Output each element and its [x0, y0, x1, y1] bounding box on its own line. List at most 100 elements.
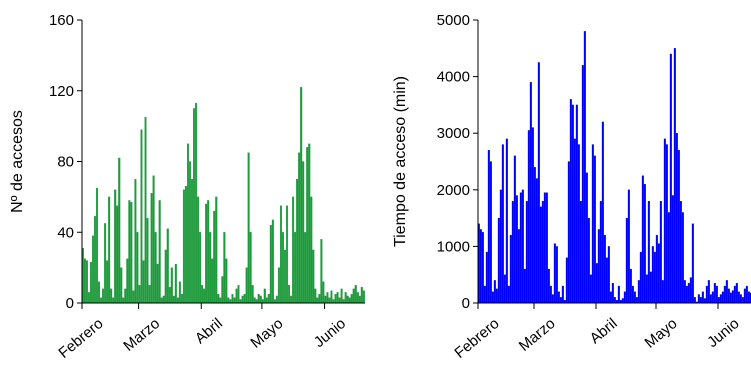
bar — [659, 200, 662, 304]
bar — [599, 200, 602, 304]
bar — [561, 285, 564, 304]
bar — [635, 297, 638, 304]
bar — [681, 212, 684, 304]
x-tick-label: Abril — [192, 315, 226, 347]
bar — [703, 298, 706, 304]
bar — [509, 234, 512, 304]
bar — [286, 205, 289, 304]
bar — [158, 200, 161, 304]
bar — [168, 286, 171, 304]
bar — [166, 228, 169, 304]
bar — [186, 143, 189, 304]
bar — [89, 262, 92, 304]
bar — [124, 288, 127, 304]
bar — [221, 276, 224, 304]
bar — [283, 249, 287, 304]
bar — [673, 48, 676, 304]
bar — [491, 291, 494, 304]
y-axis-label: Nº de accesos — [9, 110, 26, 213]
bar — [687, 283, 690, 304]
bar — [585, 172, 588, 304]
bar — [513, 155, 516, 304]
bar — [529, 82, 532, 304]
bar — [217, 294, 220, 304]
bar — [651, 246, 654, 304]
bar — [511, 200, 514, 304]
bar — [547, 268, 550, 304]
bar — [193, 108, 196, 304]
bar — [597, 229, 600, 304]
bar — [346, 295, 349, 304]
y-tick-label: 0 — [66, 295, 74, 312]
bar — [603, 234, 606, 304]
bar — [304, 232, 307, 304]
bar — [83, 258, 86, 304]
bar — [241, 295, 244, 304]
bar — [110, 288, 113, 304]
bar — [607, 246, 610, 304]
bar — [156, 263, 159, 304]
bar — [601, 121, 604, 304]
bar — [348, 297, 351, 304]
bar — [128, 200, 131, 304]
bar — [253, 297, 256, 304]
bar — [521, 189, 524, 304]
x-tick-label: Marzo — [516, 315, 559, 355]
bar — [184, 186, 187, 304]
bar — [108, 196, 111, 304]
x-tick-label: Febrero — [55, 315, 106, 362]
bar — [130, 202, 133, 304]
bar — [362, 290, 365, 304]
bar — [717, 297, 720, 304]
bar — [85, 260, 88, 304]
bar — [735, 283, 738, 304]
bar — [575, 104, 578, 304]
bar — [296, 179, 299, 304]
bar — [631, 285, 634, 304]
panel: 0 1000 2000 3000 4000 5000 Tiempo de acceso (m… — [392, 12, 751, 362]
bar — [257, 294, 260, 304]
bar — [691, 223, 694, 304]
bar — [699, 297, 702, 304]
bar — [665, 144, 668, 304]
bar — [227, 297, 230, 304]
bar — [233, 297, 236, 304]
bar — [154, 232, 157, 304]
bar — [116, 205, 119, 304]
bar — [633, 291, 636, 304]
bar — [711, 291, 714, 304]
bar — [288, 285, 291, 304]
bar — [549, 285, 552, 304]
bar — [559, 297, 562, 304]
bar — [146, 217, 149, 304]
bar — [120, 267, 123, 304]
bar — [182, 189, 185, 304]
bar — [225, 258, 228, 304]
bar — [593, 155, 596, 304]
bar — [223, 232, 226, 304]
bar — [527, 130, 530, 304]
bar — [733, 285, 736, 304]
bar — [683, 280, 686, 304]
bar — [583, 31, 586, 304]
bar — [245, 267, 248, 304]
bar — [336, 292, 339, 304]
bar — [213, 210, 216, 304]
bar — [515, 195, 518, 304]
bar — [199, 232, 202, 304]
bar — [613, 297, 616, 304]
bar — [148, 285, 151, 304]
bar — [249, 232, 252, 304]
bar — [140, 129, 143, 304]
bar — [661, 280, 664, 304]
bar — [705, 285, 708, 304]
bar — [247, 152, 250, 304]
bar — [215, 196, 218, 304]
bar — [523, 268, 526, 304]
x-tick-label: Marzo — [120, 315, 163, 355]
bar — [320, 239, 323, 304]
bar — [279, 205, 282, 304]
bar — [176, 297, 179, 304]
bar — [647, 200, 650, 304]
bar — [517, 229, 520, 304]
